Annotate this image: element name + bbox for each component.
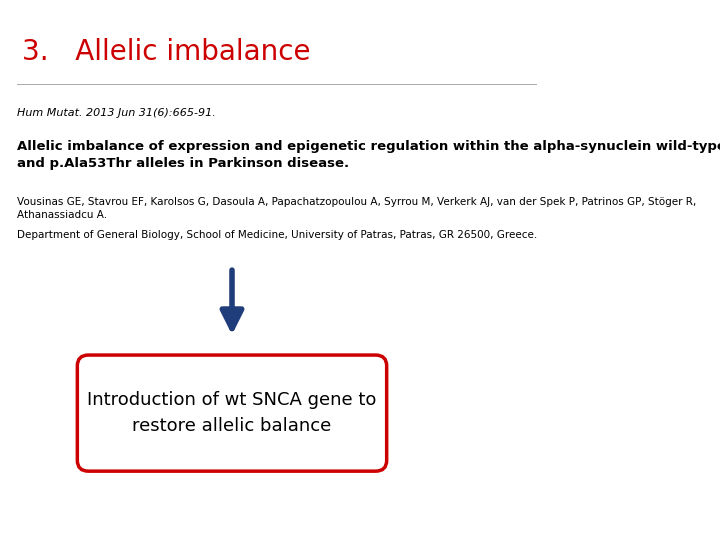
Text: Allelic imbalance of expression and epigenetic regulation within the alpha-synuc: Allelic imbalance of expression and epig…: [17, 140, 720, 171]
Text: Hum Mutat. 2013 Jun 31(6):665-91.: Hum Mutat. 2013 Jun 31(6):665-91.: [17, 108, 215, 118]
Text: Vousinas GE, Stavrou EF, Karolsos G, Dasoula A, Papachatzopoulou A, Syrrou M, Ve: Vousinas GE, Stavrou EF, Karolsos G, Das…: [17, 197, 696, 220]
Text: Introduction of wt SNCA gene to
restore allelic balance: Introduction of wt SNCA gene to restore …: [87, 391, 377, 435]
FancyBboxPatch shape: [77, 355, 387, 471]
Text: Department of General Biology, School of Medicine, University of Patras, Patras,: Department of General Biology, School of…: [17, 230, 537, 240]
Text: 3.   Allelic imbalance: 3. Allelic imbalance: [22, 38, 310, 66]
